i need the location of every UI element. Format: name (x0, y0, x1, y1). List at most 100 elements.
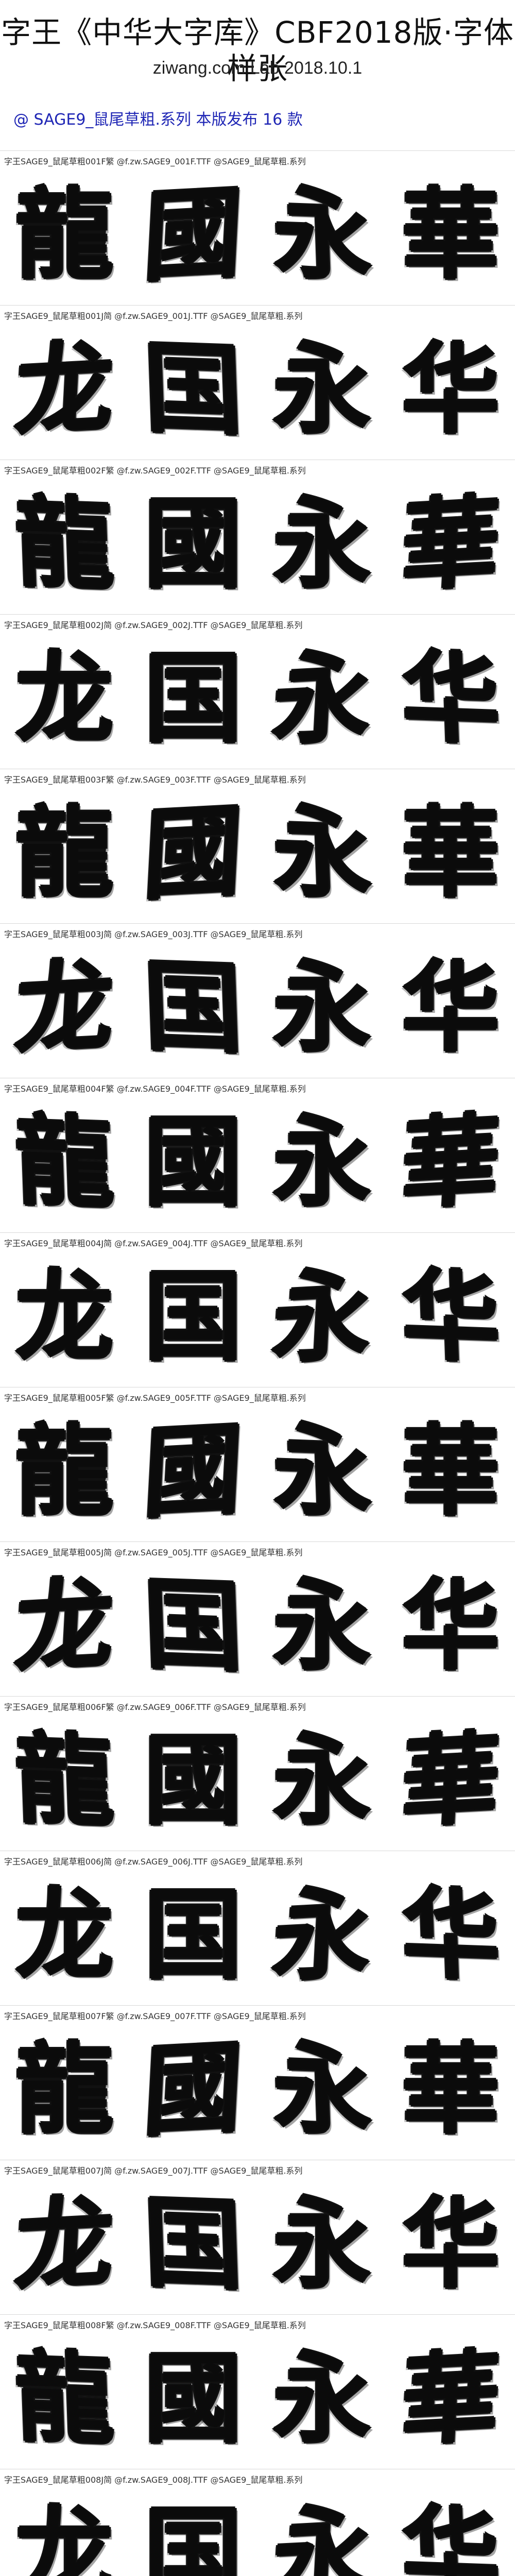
font-caption: 字王SAGE9_鼠尾草粗004J简 @f.zw.SAGE9_004J.TTF @… (4, 1239, 303, 1248)
sample-glyph: 国 (144, 641, 242, 756)
glyph-row: 龙国永华 (0, 946, 515, 1070)
sample-glyph: 国 (144, 1877, 242, 1992)
sample-glyph: 龙 (12, 329, 116, 450)
font-sample-row: 字王SAGE9_鼠尾草粗005J简 @f.zw.SAGE9_005J.TTF @… (0, 1541, 515, 1696)
sample-glyph: 永 (271, 1412, 373, 1531)
glyph-row: 龙国永华 (0, 2492, 515, 2576)
glyph-row: 龍國永華 (0, 2337, 515, 2461)
sample-glyph: 永 (272, 332, 371, 447)
sample-glyph: 國 (141, 2029, 245, 2150)
font-caption: 字王SAGE9_鼠尾草粗001F繁 @f.zw.SAGE9_001F.TTF @… (4, 157, 306, 166)
font-caption: 字王SAGE9_鼠尾草粗002F繁 @f.zw.SAGE9_002F.TTF @… (4, 466, 306, 476)
sample-glyph: 国 (144, 2496, 242, 2576)
sample-glyph: 华 (400, 1875, 502, 1994)
glyph-row: 龍國永華 (0, 1410, 515, 1533)
glyph-row: 龙国永华 (0, 1873, 515, 1997)
sample-glyph: 永 (272, 950, 371, 1065)
glyph-row: 龙国永华 (0, 1564, 515, 1688)
font-caption: 字王SAGE9_鼠尾草粗007J简 @f.zw.SAGE9_007J.TTF @… (4, 2166, 303, 2176)
font-sample-row: 字王SAGE9_鼠尾草粗007J简 @f.zw.SAGE9_007J.TTF @… (0, 2160, 515, 2314)
series-info: @ SAGE9_鼠尾草粗.系列 本版发布 16 款 (13, 111, 303, 129)
sample-glyph: 华 (401, 1568, 500, 1683)
font-caption: 字王SAGE9_鼠尾草粗005J简 @f.zw.SAGE9_005J.TTF @… (4, 1548, 303, 1557)
sample-glyph: 华 (401, 950, 500, 1065)
sample-glyph: 永 (270, 2493, 374, 2576)
sample-glyph: 龍 (15, 2032, 113, 2147)
row-divider (0, 305, 515, 306)
row-divider (0, 150, 515, 151)
glyph-row: 龙国永华 (0, 328, 515, 451)
row-divider (0, 2005, 515, 2006)
row-divider (0, 923, 515, 924)
font-caption: 字王SAGE9_鼠尾草粗008F繁 @f.zw.SAGE9_008F.TTF @… (4, 2320, 306, 2330)
sample-glyph: 华 (400, 1257, 502, 1376)
sample-glyph: 国 (142, 1566, 244, 1685)
sample-glyph: 龙 (15, 641, 113, 756)
sample-glyph: 國 (144, 2341, 242, 2456)
page-subtitle: ziwang.com Lab 2018.10.1 (152, 58, 363, 78)
font-sample-row: 字王SAGE9_鼠尾草粗001J简 @f.zw.SAGE9_001J.TTF @… (0, 305, 515, 460)
sample-glyph: 永 (272, 1568, 371, 1683)
sample-glyph: 國 (141, 174, 245, 295)
sample-glyph: 國 (144, 1723, 242, 1838)
sample-glyph: 永 (272, 486, 371, 601)
sample-glyph: 华 (400, 639, 502, 758)
sample-glyph: 龙 (12, 947, 116, 1068)
sample-glyph: 龙 (12, 1565, 116, 1686)
row-divider (0, 1232, 515, 1233)
sample-glyph: 永 (271, 793, 373, 912)
sample-glyph: 永 (270, 638, 374, 759)
sample-glyph: 國 (144, 486, 242, 601)
sample-glyph: 華 (399, 1720, 503, 1841)
font-sample-row: 字王SAGE9_鼠尾草粗003F繁 @f.zw.SAGE9_003F.TTF @… (0, 769, 515, 923)
sample-glyph: 华 (401, 332, 500, 447)
sample-glyph: 華 (399, 2338, 503, 2459)
sample-list: 字王SAGE9_鼠尾草粗001F繁 @f.zw.SAGE9_001F.TTF @… (0, 150, 515, 2576)
sample-glyph: 華 (401, 177, 500, 292)
sample-glyph: 永 (272, 1723, 371, 1838)
font-sample-row: 字王SAGE9_鼠尾草粗006F繁 @f.zw.SAGE9_006F.TTF @… (0, 1696, 515, 1851)
row-divider (0, 2314, 515, 2315)
sample-glyph: 龍 (13, 1721, 115, 1840)
sample-glyph: 國 (141, 1411, 245, 1532)
font-caption: 字王SAGE9_鼠尾草粗002J简 @f.zw.SAGE9_002J.TTF @… (4, 620, 303, 630)
sample-glyph: 国 (144, 1259, 242, 1374)
font-sample-row: 字王SAGE9_鼠尾草粗006J简 @f.zw.SAGE9_006J.TTF @… (0, 1851, 515, 2005)
sample-glyph: 華 (399, 483, 503, 604)
font-sample-row: 字王SAGE9_鼠尾草粗003J简 @f.zw.SAGE9_003J.TTF @… (0, 923, 515, 1078)
glyph-row: 龙国永华 (0, 2182, 515, 2306)
page-header: 字王《中华大字库》CBF2018版·字体样张 ziwang.com Lab 20… (0, 0, 515, 93)
font-caption: 字王SAGE9_鼠尾草粗008J简 @f.zw.SAGE9_008J.TTF @… (4, 2475, 303, 2485)
font-sample-row: 字王SAGE9_鼠尾草粗008F繁 @f.zw.SAGE9_008F.TTF @… (0, 2314, 515, 2469)
font-sample-row: 字王SAGE9_鼠尾草粗002J简 @f.zw.SAGE9_002J.TTF @… (0, 614, 515, 769)
glyph-row: 龙国永华 (0, 637, 515, 760)
sample-glyph: 永 (271, 2030, 373, 2149)
sample-glyph: 龍 (13, 2339, 115, 2458)
font-caption: 字王SAGE9_鼠尾草粗003F繁 @f.zw.SAGE9_003F.TTF @… (4, 775, 306, 785)
font-caption: 字王SAGE9_鼠尾草粗004F繁 @f.zw.SAGE9_004F.TTF @… (4, 1084, 306, 1094)
glyph-row: 龍國永華 (0, 791, 515, 915)
sample-glyph: 永 (272, 2341, 371, 2456)
row-divider (0, 614, 515, 615)
font-sample-row: 字王SAGE9_鼠尾草粗002F繁 @f.zw.SAGE9_002F.TTF @… (0, 460, 515, 614)
sample-glyph: 永 (270, 1874, 374, 1995)
font-caption: 字王SAGE9_鼠尾草粗003J简 @f.zw.SAGE9_003J.TTF @… (4, 929, 303, 939)
glyph-row: 龍國永華 (0, 482, 515, 606)
row-divider (0, 1541, 515, 1542)
sample-glyph: 永 (272, 2187, 371, 2301)
sample-glyph: 龙 (12, 2183, 116, 2304)
sample-glyph: 國 (141, 792, 245, 913)
sample-glyph: 龙 (15, 2496, 113, 2576)
sample-glyph: 永 (271, 175, 373, 294)
font-caption: 字王SAGE9_鼠尾草粗007F繁 @f.zw.SAGE9_007F.TTF @… (4, 2011, 306, 2021)
sample-glyph: 華 (401, 795, 500, 910)
sample-glyph: 龍 (15, 1414, 113, 1529)
font-caption: 字王SAGE9_鼠尾草粗001J简 @f.zw.SAGE9_001J.TTF @… (4, 311, 303, 321)
font-sample-row: 字王SAGE9_鼠尾草粗005F繁 @f.zw.SAGE9_005F.TTF @… (0, 1387, 515, 1541)
sample-glyph: 國 (144, 1105, 242, 1219)
sample-glyph: 龍 (15, 177, 113, 292)
sample-glyph: 华 (401, 2187, 500, 2301)
glyph-row: 龙国永华 (0, 1255, 515, 1379)
glyph-row: 龍國永華 (0, 1100, 515, 1224)
sample-glyph: 華 (399, 1101, 503, 1223)
